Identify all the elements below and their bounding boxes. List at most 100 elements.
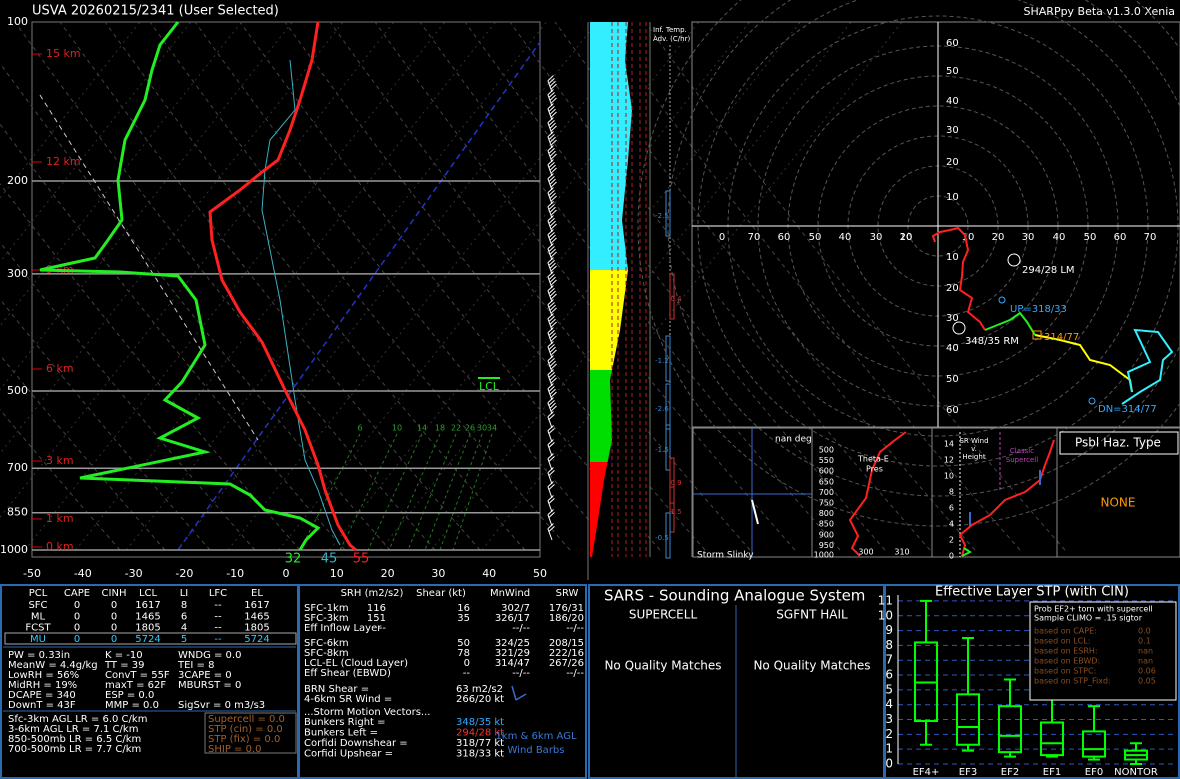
composite-index: SHIP = 0.0 bbox=[208, 744, 262, 755]
kinematic-value: 318/33 kt bbox=[456, 749, 504, 760]
legend-label: based on LCL: bbox=[1034, 637, 1090, 646]
thermo-cell: 5 bbox=[181, 634, 187, 645]
height-label: 0 km bbox=[46, 540, 74, 553]
thermo-cell: 0 bbox=[111, 600, 117, 611]
barb-staff bbox=[547, 472, 553, 485]
barb-staff bbox=[547, 136, 553, 149]
barb-staff bbox=[547, 332, 553, 345]
barb-flag bbox=[549, 318, 556, 325]
wind-barb bbox=[547, 397, 557, 415]
barb-flag bbox=[548, 469, 555, 476]
hodo-label: 50 bbox=[1084, 232, 1097, 243]
thermo-cell: 0 bbox=[111, 623, 117, 634]
barb-flag bbox=[547, 243, 554, 250]
kinematic-label: SFC-3km bbox=[304, 613, 349, 624]
isotherm bbox=[227, 21, 649, 551]
thermo-cell: 0 bbox=[111, 634, 117, 645]
kinematic-header: MnWind bbox=[490, 588, 530, 599]
barb-flag bbox=[548, 105, 555, 112]
isotherm bbox=[75, 21, 496, 551]
hazard-title: Psbl Haz. Type bbox=[1075, 436, 1161, 450]
barb-flag bbox=[549, 192, 556, 199]
kinematic-value: 116 bbox=[367, 603, 386, 614]
barb-flag bbox=[547, 523, 554, 530]
thetae-pressure-label: 500 bbox=[819, 446, 834, 455]
wind-barb bbox=[547, 313, 557, 331]
srwind-label: Classic bbox=[1010, 447, 1034, 455]
box bbox=[956, 693, 980, 746]
srwind-height-label: 14 bbox=[944, 440, 954, 449]
y-tick-label: 9 bbox=[885, 623, 893, 637]
height-label: 15 km bbox=[46, 47, 81, 60]
kinematic-value: 318/77 kt bbox=[456, 738, 504, 749]
kinematic-value: 35 bbox=[457, 613, 470, 624]
thermo-cell: ML bbox=[31, 611, 46, 622]
hodo-label: 30 bbox=[946, 313, 959, 324]
kinematic-header: Shear (kt) bbox=[416, 588, 466, 599]
hodo-label: 10 bbox=[962, 232, 975, 243]
dry-adiabat bbox=[104, 21, 526, 551]
y-tick-label: 0 bbox=[885, 757, 893, 771]
surface-value: 55 bbox=[353, 552, 370, 567]
kinematic-header: SRW bbox=[556, 588, 579, 599]
isotherm bbox=[24, 21, 446, 551]
y-tick-label: 10 bbox=[878, 608, 893, 622]
barb-staff bbox=[547, 486, 553, 499]
wind-barb bbox=[547, 509, 555, 527]
kinematic-header: SRH (m2/s2) bbox=[341, 588, 404, 599]
dry-adiabat bbox=[14, 21, 436, 551]
wind-barb bbox=[547, 369, 557, 387]
kinematic-value: --/-- bbox=[566, 623, 584, 634]
barb-flag bbox=[547, 145, 554, 152]
hodo-trace-top bbox=[1121, 328, 1174, 405]
wind-barb bbox=[547, 75, 557, 93]
barb-flag bbox=[550, 83, 557, 90]
barb-staff bbox=[547, 360, 553, 373]
wind-barb bbox=[547, 523, 555, 541]
barb-flag bbox=[550, 167, 557, 174]
wind-barb bbox=[547, 383, 557, 401]
barb-flag bbox=[549, 374, 556, 381]
hodo-ring bbox=[637, 0, 1180, 527]
advection-value: 1.5 bbox=[670, 508, 681, 516]
x-tick-label: EF3 bbox=[959, 767, 977, 778]
barb-staff bbox=[547, 430, 553, 443]
thermo-cell: 0 bbox=[74, 623, 80, 634]
temperature-label: -50 bbox=[23, 567, 41, 580]
stp-title: Effective Layer STP (with CIN) bbox=[935, 585, 1129, 600]
hodo-annotation: 294/28 LM bbox=[1022, 265, 1075, 276]
hodo-label: 60 bbox=[1114, 232, 1127, 243]
barb-flag bbox=[548, 217, 555, 224]
pressure-label: 500 bbox=[7, 384, 28, 397]
barb-flag bbox=[548, 189, 555, 196]
lapse-rate: 850-500mb LR = 6.5 C/km bbox=[8, 734, 141, 745]
kinematic-value: --/-- bbox=[566, 668, 584, 679]
x-tick-label: EF4+ bbox=[913, 767, 940, 778]
kinematic-label: 4-6km SR Wind = bbox=[304, 694, 392, 705]
kinematic-value: 314/47 bbox=[495, 658, 530, 669]
thermo-index: maxT = 62F bbox=[105, 680, 166, 691]
srwind-label: Supercell bbox=[1006, 456, 1038, 464]
thermo-cell: 1465 bbox=[244, 611, 269, 622]
wind-barb bbox=[547, 453, 555, 471]
temperature-label: 10 bbox=[330, 567, 344, 580]
thermo-index: MMP = 0.0 bbox=[105, 700, 159, 711]
barb-flag bbox=[548, 525, 555, 532]
thermo-cell: -- bbox=[214, 600, 222, 611]
wind-barb bbox=[547, 439, 555, 457]
thermo-header: CINH bbox=[102, 588, 127, 599]
hodo-label: 60 bbox=[946, 405, 959, 416]
wind-barb bbox=[547, 159, 557, 177]
downshear-marker bbox=[1088, 397, 1096, 405]
barb-flag bbox=[547, 187, 554, 194]
wind-barb bbox=[547, 299, 557, 317]
right-mover-marker bbox=[952, 321, 966, 335]
barb-flag bbox=[548, 273, 555, 280]
box bbox=[1082, 730, 1106, 758]
dewpoint-profile bbox=[39, 21, 321, 551]
hodo-label: 10 bbox=[946, 192, 959, 203]
barb-flag bbox=[550, 237, 557, 244]
thetae-pressure-label: 900 bbox=[819, 530, 834, 539]
slinky-title: Storm Slinky bbox=[697, 551, 754, 561]
kinematic-value: 294/28 kt bbox=[456, 728, 504, 739]
